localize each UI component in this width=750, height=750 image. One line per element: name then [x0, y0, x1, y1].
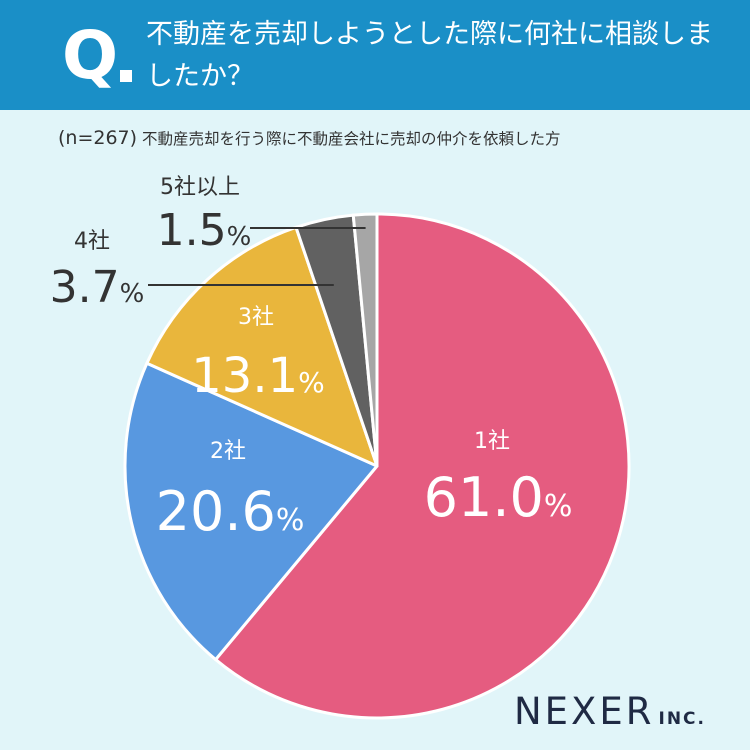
slice-value-unit-2: % [276, 503, 305, 538]
slice-value-number-5: 1.5 [157, 205, 227, 256]
pie-slice-1 [214, 212, 631, 720]
slice-label-4: 4社 [74, 229, 110, 254]
slice-value-unit-5: % [227, 222, 252, 252]
slice-value-number-2: 20.6 [156, 480, 276, 543]
slice-value-unit-3: % [298, 366, 325, 399]
logo-suffix: INC. [658, 709, 706, 729]
subtitle: (n=267) 不動産売却を行う際に不動産会社に売却の仲介を依頼した方 [58, 126, 738, 151]
slice-value-4: 3.7% [50, 262, 145, 313]
pie-slice-3 [145, 225, 379, 468]
header-banner: Q 不動産を売却しようとした際に何社に相談しましたか？ [0, 0, 750, 110]
pie-slice-2 [123, 361, 379, 662]
slice-value-3: 13.1% [191, 348, 324, 404]
slice-value-1: 61.0% [424, 466, 573, 529]
slice-label-3: 3社 [238, 305, 274, 330]
slice-label-2: 2社 [210, 439, 246, 464]
slice-value-number-3: 13.1 [191, 348, 298, 404]
slice-value-unit-1: % [544, 489, 573, 524]
slice-value-2: 20.6% [156, 480, 305, 543]
slice-value-unit-4: % [120, 279, 145, 309]
slice-label-1: 1社 [474, 429, 510, 454]
logo-name: NEXER [514, 690, 655, 733]
sample-size: (n=267) [58, 127, 138, 149]
pie-slice-5 [351, 212, 379, 468]
slice-value-number-1: 61.0 [424, 466, 544, 529]
slice-label-5: 5社以上 [160, 175, 240, 200]
slice-value-number-4: 3.7 [50, 262, 120, 313]
subtitle-text: 不動産売却を行う際に不動産会社に売却の仲介を依頼した方 [142, 130, 561, 148]
question-title: 不動産を売却しようとした際に何社に相談しましたか？ [146, 19, 713, 92]
nexer-logo: NEXER INC. [514, 690, 706, 733]
q-dot [120, 70, 132, 82]
q-mark: Q [62, 17, 119, 94]
slice-value-5: 1.5% [157, 205, 252, 256]
